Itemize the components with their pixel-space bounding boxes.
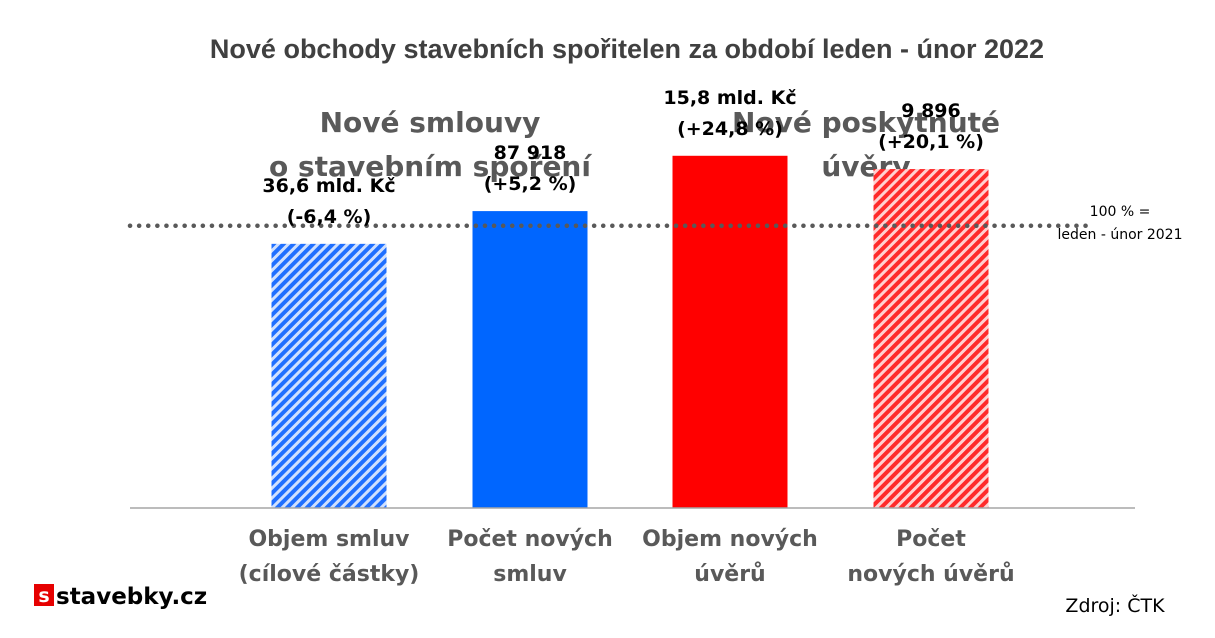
data-label: (+5,2 %) [484, 173, 577, 195]
stavebky-logo: s stavebky.cz [34, 584, 207, 610]
reference-label-line: 100 % = [1090, 204, 1151, 220]
group-heading-line: Nové smlouvy [320, 106, 541, 139]
data-labels: 36,6 mld. Kč (-6,4 %) 87 918 (+5,2 %) 15,8 m… [262, 87, 984, 228]
data-label: 9 896 [901, 100, 961, 122]
logo-mark [34, 584, 54, 606]
data-label: (+24,8 %) [677, 118, 783, 140]
chart-title: Nové obchody stavebních spořitelen za ob… [210, 34, 1044, 64]
bar [873, 169, 989, 508]
category-label: Objem nových [642, 527, 818, 552]
group-headings: Nové smlouvy o stavebním spoření Nové posk… [269, 106, 1000, 183]
category-labels: Objem smluv (cílové částky) Počet nových sm… [239, 527, 1015, 587]
category-label: nových úvěrů [847, 562, 1014, 587]
bar [472, 211, 588, 508]
bars [271, 155, 989, 508]
group-heading-line: Nové poskytnuté [732, 106, 1000, 139]
bar [672, 155, 788, 508]
category-label: úvěrů [694, 562, 765, 587]
data-label: (+20,1 %) [878, 131, 984, 153]
logo-text: stavebky.cz [56, 584, 207, 610]
data-label: (-6,4 %) [287, 206, 372, 228]
data-label: 87 918 [494, 142, 567, 164]
category-label: Objem smluv [248, 527, 410, 552]
logo-mark-letter: s [38, 585, 49, 607]
group-heading-line: o stavebním spoření [269, 150, 592, 183]
reference-label: 100 % = leden - únor 2021 [1058, 204, 1183, 243]
data-label: 36,6 mld. Kč [262, 175, 395, 197]
source-note: Zdroj: ČTK [1065, 593, 1165, 617]
category-label: Počet nových [447, 527, 613, 552]
category-label: smluv [493, 562, 567, 587]
reference-label-line: leden - únor 2021 [1058, 227, 1183, 243]
bar [271, 243, 387, 508]
data-label: 15,8 mld. Kč [663, 87, 796, 109]
category-label: Počet [896, 527, 966, 552]
category-label: (cílové částky) [239, 562, 420, 587]
